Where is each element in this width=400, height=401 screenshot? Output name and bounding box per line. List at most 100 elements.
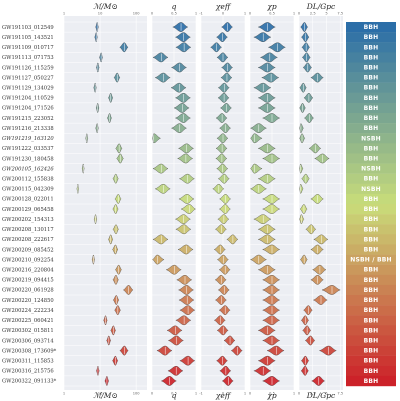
class-cell [346,264,396,275]
violin-mark [218,204,231,214]
violin-mark [310,72,324,83]
class-label: BBH [364,247,379,254]
violin-mark [249,184,267,194]
panel-chieff: -1 -1 0 0 1 1 χeff χeff [199,2,246,400]
classification-column: BBH BBH BBH BBH BBH BBH BBH BBH BBH BBH BBH NSBH BBH… [346,22,396,387]
panel-mc: 1 1 10 10 100 100 ℳ/M⊙ ℳ/M⊙ [63,2,147,400]
violin-mark [178,173,195,184]
event-label: GW200311_115853 [2,359,54,365]
violin-mark [160,376,177,386]
class-cell [346,82,396,93]
violin-mark [226,234,239,245]
violin-mark [310,244,324,255]
tick-label-bottom: 7.5 [337,392,343,396]
violin-mark [261,376,281,386]
class-cell [346,183,396,195]
event-label: GW191216_213338 [2,126,54,132]
tick-label-bottom: 1 [244,392,246,396]
violin-mark [257,325,276,336]
violin-mark [221,62,233,73]
violin-mark [112,275,119,285]
class-cell [346,102,396,114]
event-label: GW200224_222234 [2,308,54,314]
violin-mark [175,315,192,326]
class-label: BBH [364,125,379,132]
violin-mark [220,72,233,83]
tick-label-top: 100 [133,12,141,16]
tick-label-top: 1 [244,12,246,16]
violin-mark [216,163,229,174]
event-label: GW191127_050227 [2,75,54,81]
violin-mark [267,42,286,53]
class-cell [346,72,396,83]
violin-mark [261,153,281,164]
tick-label-top: 0 [222,12,225,16]
event-label: GW200202_154313 [2,217,54,223]
tick-label-top: 0.5 [269,12,275,16]
event-label: GW200209_085452 [2,247,54,253]
violin-mark [257,224,276,235]
violin-mark [321,285,341,295]
violin-mark [261,275,281,285]
panel-footer: ℳ/M⊙ [93,391,118,400]
violin-mark [152,254,165,265]
class-label: BBH [364,236,379,243]
violin-mark [221,376,234,386]
event-label: GW191222_033537 [2,146,54,152]
event-label: GW200115_042309 [2,187,54,193]
violin-mark [114,194,122,204]
event-label: GW191129_134029 [2,86,54,92]
violin-mark [261,194,281,204]
violin-mark [220,103,232,113]
class-label: BBH [364,95,379,102]
event-label: GW200208_130117 [2,227,54,233]
violin-mark [170,123,187,133]
panel-chip: 0 0 0.5 0.5 1 1 χp χp [249,2,295,400]
violin-mark [173,103,190,113]
violin-mark [253,32,272,42]
class-label: BBH [364,368,379,375]
class-label: BBH [364,327,379,334]
violin-mark [261,295,281,305]
event-label: GW200220_124850 [2,298,54,304]
tick-label-bottom: 0 [151,392,154,396]
violin-mark [216,325,229,336]
violin-mark [152,234,169,245]
tick-label-bottom: 0 [249,392,252,396]
violin-mark [213,244,226,255]
class-label: BBH [364,44,379,51]
class-label: BBH [364,85,379,92]
violin-mark [170,82,187,93]
class-label: BBH [364,24,379,31]
class-cell [346,92,396,104]
class-label: BBH [364,297,379,304]
event-label: GW200219_094415 [2,278,54,284]
class-cell [346,214,396,225]
tick-label-bottom: 0.5 [171,392,177,396]
panel-q: 0 0 0.5 0.5 1 1 q q [151,2,197,400]
panel-header: χp [266,2,277,11]
violin-mark [217,82,230,93]
tick-label-bottom: 1 [195,392,197,396]
class-label: BBH [364,34,379,41]
class-cell [346,42,396,53]
violin-mark [261,244,281,255]
class-cell [346,173,396,184]
panel-header: DL/Gpc [306,2,336,11]
violin-mark [299,214,305,224]
violin-mark [257,234,276,245]
violin-mark [257,22,276,32]
violin-mark [257,355,276,366]
violin-mark [249,254,267,265]
violin-mark [310,275,324,285]
class-label: BBH [364,287,379,294]
violin-mark [253,366,272,376]
violin-mark [261,72,280,83]
violin-mark [214,224,227,235]
class-label: BBH [364,176,379,183]
tick-label-bottom: 0 [222,392,225,396]
violin-mark [165,264,182,275]
violin-mark [261,113,281,123]
tick-label-bottom: 1 [293,392,295,396]
